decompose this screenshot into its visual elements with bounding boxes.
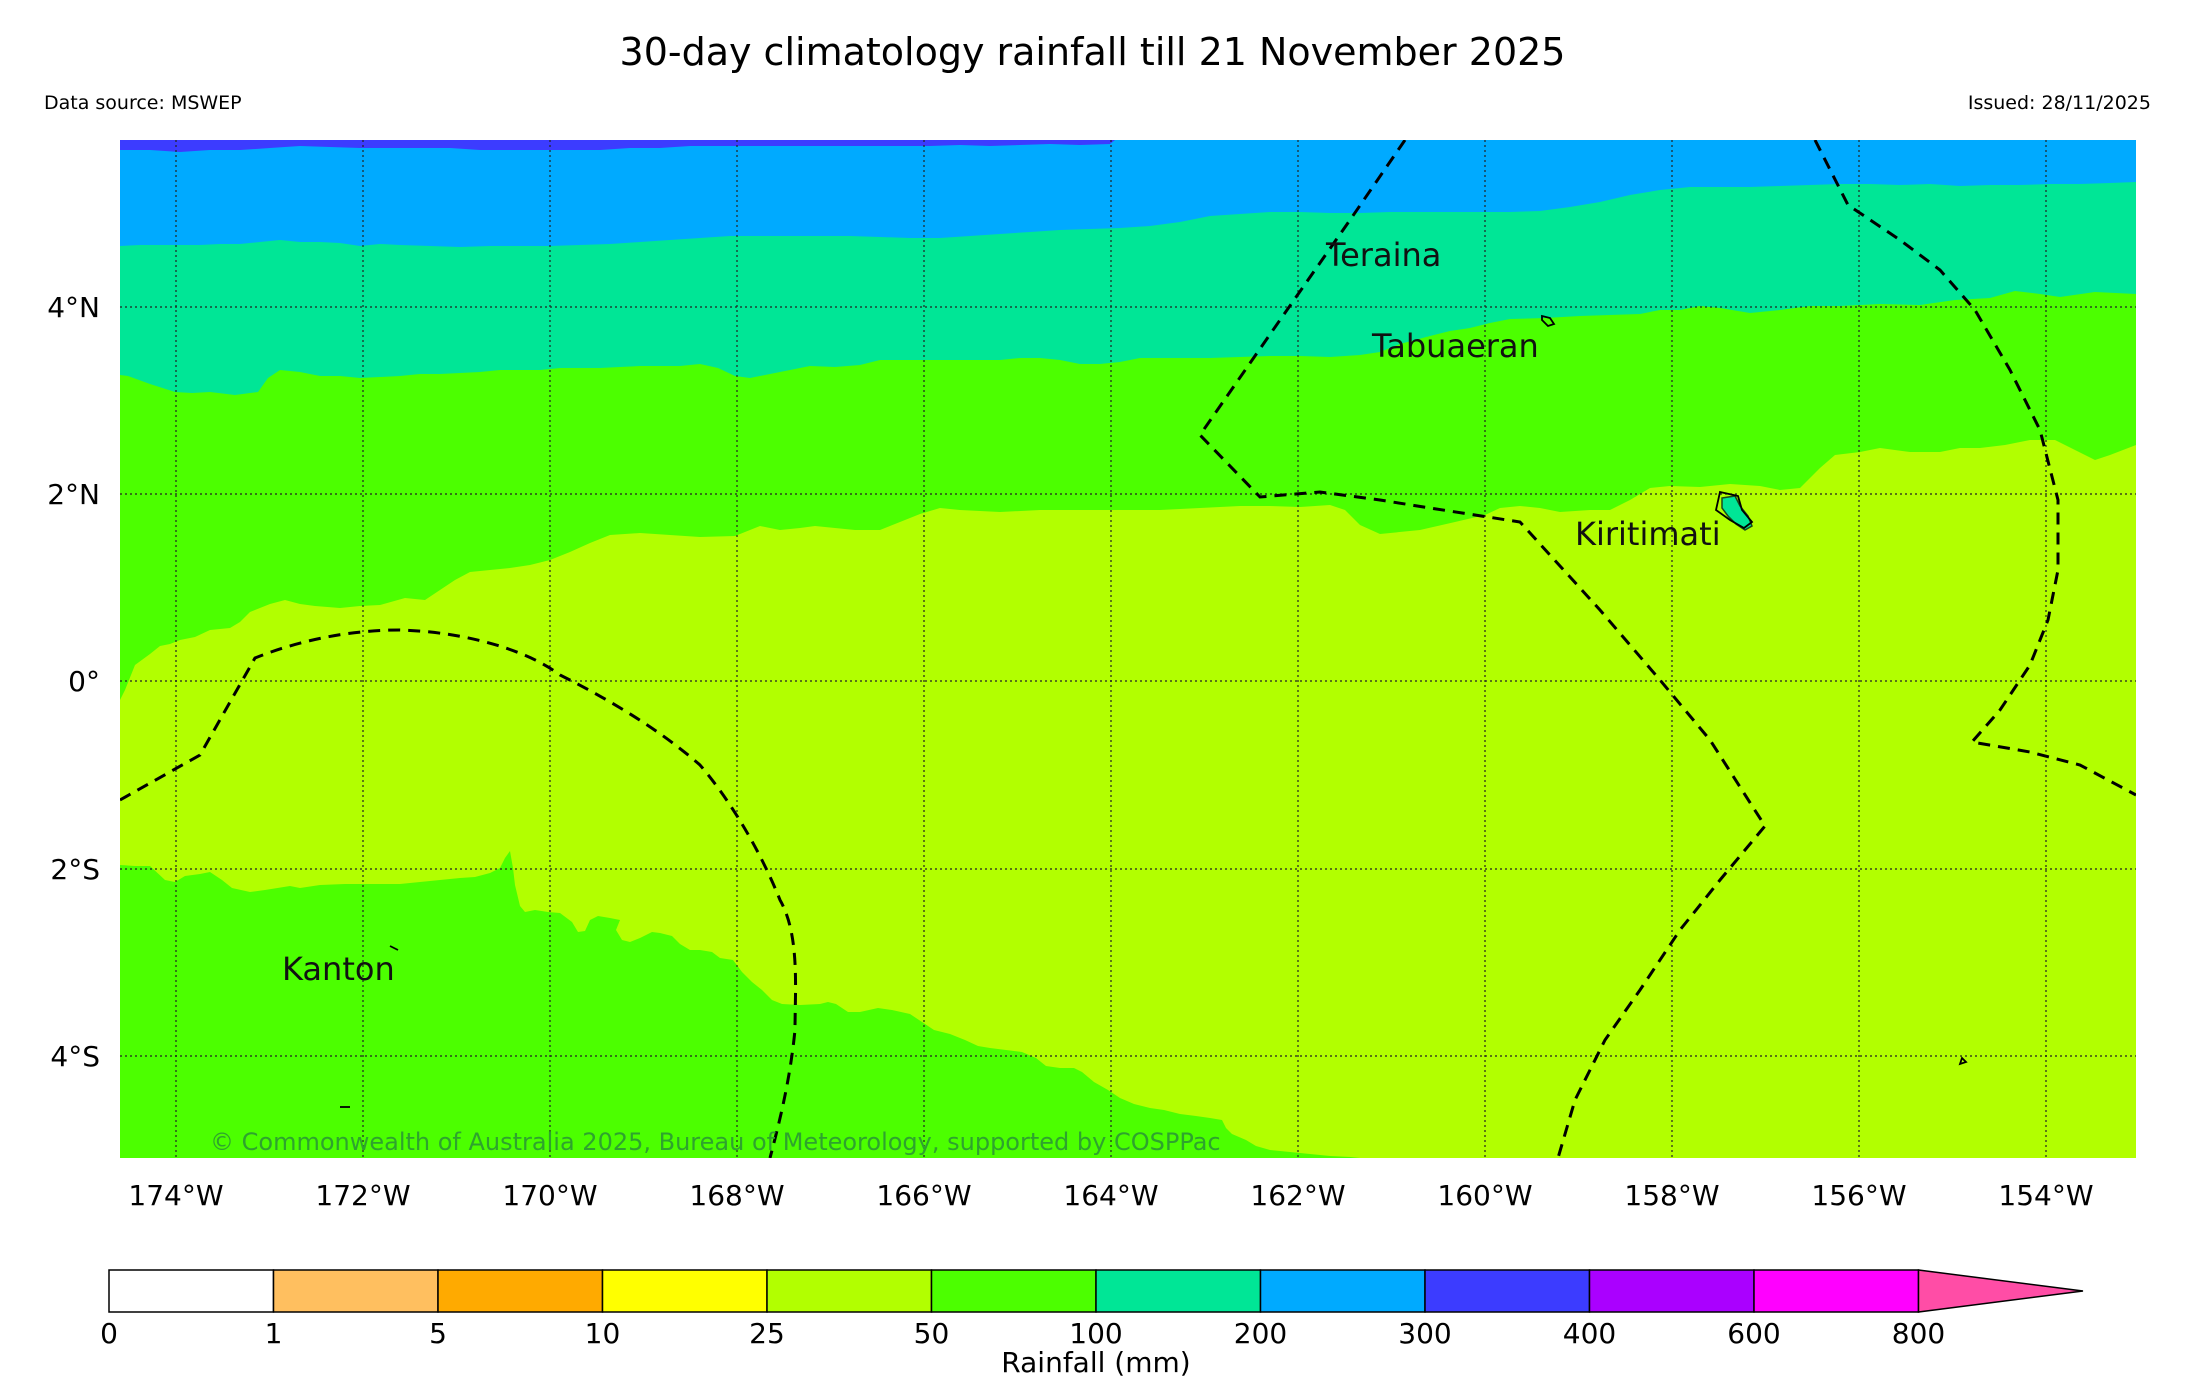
colorbar-swatch-400-600 [1588, 1269, 1755, 1313]
colorbar-tick-25: 25 [749, 1317, 785, 1350]
lon-label-170w: 170°W [502, 1179, 597, 1212]
island-outlines [340, 314, 1968, 1108]
colorbar-swatch-1-5 [272, 1269, 439, 1313]
colorbar-axis-label: Rainfall (mm) [1001, 1346, 1190, 1379]
band-300-400 [120, 140, 1115, 152]
colorbar-swatch-200-300 [1259, 1269, 1426, 1313]
data-source-label: Data source: MSWEP [44, 92, 242, 114]
lat-label-0: 0° [68, 665, 100, 698]
lon-label-172w: 172°W [315, 1179, 410, 1212]
map-title: 30-day climatology rainfall till 21 Nove… [619, 30, 1566, 74]
colorbar-tick-10: 10 [585, 1317, 621, 1350]
colorbar-tick-1: 1 [265, 1317, 283, 1350]
band-25-50-pocket [860, 948, 916, 1000]
place-label-kiritimati: Kiritimati [1575, 515, 1721, 553]
colorbar-tick-50: 50 [914, 1317, 950, 1350]
lon-label-158w: 158°W [1624, 1179, 1719, 1212]
colorbar-extension-over-800 [1917, 1269, 2084, 1313]
lon-label-162w: 162°W [1250, 1179, 1345, 1212]
colorbar-tick-0: 0 [100, 1317, 118, 1350]
lon-label-156w: 156°W [1811, 1179, 1906, 1212]
colorbar-tick-600: 600 [1727, 1317, 1780, 1350]
band-50-100-south [120, 851, 1360, 1158]
lon-label-174w: 174°W [128, 1179, 223, 1212]
place-label-kanton: Kanton [282, 950, 395, 988]
colorbar-swatch-600-800 [1753, 1269, 1920, 1313]
issued-date-label: Issued: 28/11/2025 [1967, 92, 2151, 114]
colorbar-swatch-25-50 [766, 1269, 933, 1313]
place-label-teraina: Teraina [1325, 236, 1441, 274]
colorbar-swatch-300-400 [1424, 1269, 1591, 1313]
copyright-notice: © Commonwealth of Australia 2025, Bureau… [210, 1128, 1221, 1156]
lat-label-4n: 4°N [47, 291, 100, 324]
colorbar-swatch-100-200 [1095, 1269, 1262, 1313]
lon-label-166w: 166°W [876, 1179, 971, 1212]
lon-label-164w: 164°W [1063, 1179, 1158, 1212]
colorbar-tick-400: 400 [1563, 1317, 1616, 1350]
rainfall-colorbar [108, 1269, 2084, 1313]
lat-label-2n: 2°N [47, 478, 100, 511]
rainfall-map-area [120, 140, 2136, 1158]
colorbar-tick-300: 300 [1398, 1317, 1451, 1350]
colorbar-tick-800: 800 [1892, 1317, 1945, 1350]
colorbar-swatch-5-10 [437, 1269, 604, 1313]
colorbar-tick-200: 200 [1234, 1317, 1287, 1350]
lon-label-160w: 160°W [1437, 1179, 1532, 1212]
band-200-300 [120, 140, 2136, 247]
colorbar-swatch-50-100 [930, 1269, 1097, 1313]
lat-label-2s: 2°S [50, 853, 100, 886]
graticule [120, 140, 2136, 1158]
lon-label-168w: 168°W [689, 1179, 784, 1212]
colorbar-tick-5: 5 [429, 1317, 447, 1350]
lat-label-4s: 4°S [50, 1040, 100, 1073]
lon-label-154w: 154°W [1998, 1179, 2093, 1212]
eez-boundaries [120, 140, 2136, 1158]
band-25-50-pocket-2 [642, 896, 668, 922]
colorbar-swatch-0-1 [108, 1269, 275, 1313]
colorbar-swatch-10-25 [601, 1269, 768, 1313]
place-label-tabuaeran: Tabuaeran [1371, 327, 1539, 365]
colorbar-tick-100: 100 [1069, 1317, 1122, 1350]
kiritimati-rain-patch [1721, 495, 1753, 531]
